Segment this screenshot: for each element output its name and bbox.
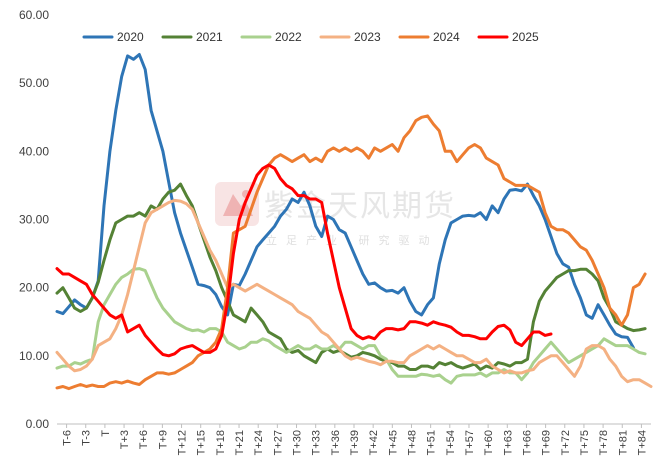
x-tick-label: T+30 (292, 430, 304, 455)
x-tick-label: T+27 (272, 430, 284, 455)
y-tick-label: 40.00 (19, 144, 49, 158)
x-tick-label: T+9 (157, 430, 169, 449)
x-tick-label: T+24 (253, 430, 265, 455)
x-tick-label: T+33 (311, 430, 323, 455)
y-tick-label: 10.00 (19, 349, 49, 363)
x-tick-label: T-3 (81, 430, 93, 446)
x-tick-label: T+45 (387, 430, 399, 455)
x-tick-label: T+15 (196, 430, 208, 455)
x-tick-label: T+81 (617, 430, 629, 455)
x-tick-label: T+42 (368, 430, 380, 455)
legend: 2020 2021 2022 2023 2024 2025 (82, 30, 539, 44)
x-tick-label: T+21 (234, 430, 246, 455)
x-tick-label: T+75 (579, 430, 591, 455)
x-tick-label: T+18 (215, 430, 227, 455)
legend-item-2025: 2025 (477, 30, 539, 44)
x-tick-label: T+6 (138, 430, 150, 449)
legend-label: 2020 (117, 30, 144, 44)
x-tick-label: T+36 (330, 430, 342, 455)
legend-label: 2023 (354, 30, 381, 44)
y-tick-label: 20.00 (19, 281, 49, 295)
series-layer (55, 53, 653, 391)
x-tick-label: T+60 (483, 430, 495, 455)
watermark-sub-text: 立足产业 研究驱动 (266, 233, 439, 247)
series-line-2020 (55, 53, 635, 350)
series-line-2022 (55, 267, 647, 385)
y-tick-label: 30.00 (19, 213, 49, 227)
x-tick-label: T+78 (598, 430, 610, 455)
x-tick-label: T+3 (119, 430, 131, 449)
series-line-2023 (55, 198, 653, 388)
x-tick-label: T+51 (426, 430, 438, 455)
legend-label: 2024 (433, 30, 460, 44)
series-line-2021 (55, 182, 647, 371)
x-tick-label: T+72 (560, 430, 572, 455)
series-line-2025 (55, 163, 553, 358)
x-tick-label: T+39 (349, 430, 361, 455)
x-tick-label: T (100, 430, 112, 437)
legend-item-2022: 2022 (240, 30, 302, 44)
y-tick-label: 50.00 (19, 76, 49, 90)
x-tick-label: T+66 (521, 430, 533, 455)
legend-label: 2021 (196, 30, 223, 44)
watermark-main-text: 紫金天风期货 (264, 189, 456, 224)
y-tick-label: 0.00 (26, 417, 50, 431)
x-tick-label: T+48 (406, 430, 418, 455)
legend-label: 2025 (512, 30, 539, 44)
legend-item-2023: 2023 (319, 30, 381, 44)
x-tick-label: T+12 (177, 430, 189, 455)
x-tick-label: T+57 (464, 430, 476, 455)
legend-item-2020: 2020 (82, 30, 144, 44)
legend-label: 2022 (275, 30, 302, 44)
y-tick-label: 60.00 (19, 8, 49, 22)
x-tick-label: T+63 (502, 430, 514, 455)
x-tick-label: T-6 (62, 430, 74, 446)
x-tick-label: T+84 (636, 430, 648, 455)
legend-item-2024: 2024 (398, 30, 460, 44)
x-tick-label: T+54 (445, 430, 457, 455)
x-tick-label: T+69 (541, 430, 553, 455)
legend-item-2021: 2021 (161, 30, 223, 44)
axes: 0.00 10.00 20.00 30.00 40.00 50.00 60.00 T-6 T-3… (19, 8, 651, 455)
series-line-2024 (55, 114, 647, 391)
